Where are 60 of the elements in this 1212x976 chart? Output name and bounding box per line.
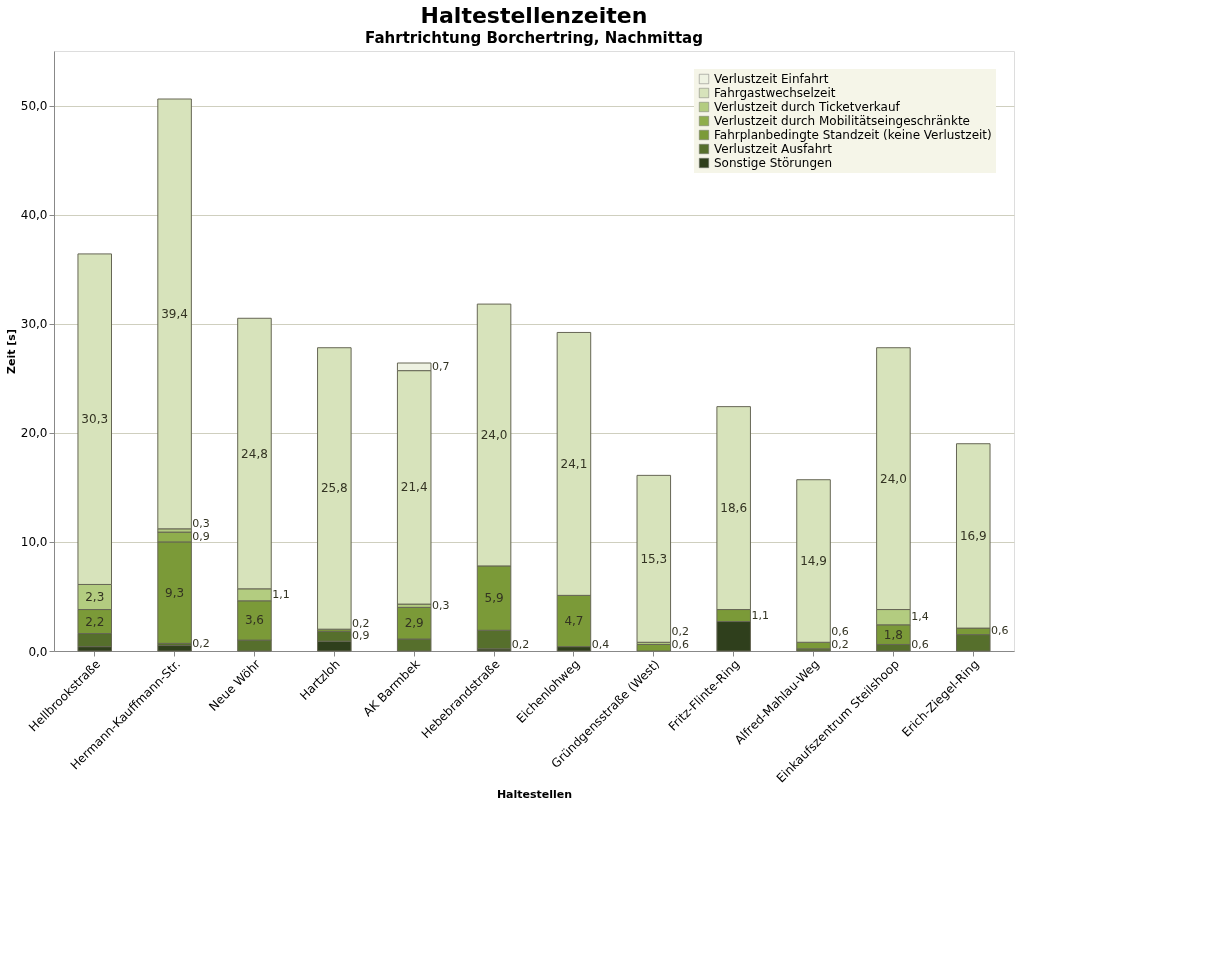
data-label: 39,4 <box>161 306 188 321</box>
data-label: 1,8 <box>883 627 903 642</box>
data-label: 18,6 <box>720 501 748 516</box>
data-label: 5,9 <box>484 591 504 606</box>
y-tick-label: 50,0 <box>20 99 48 114</box>
data-label: 0,7 <box>431 359 450 373</box>
data-label: 2,3 <box>85 590 105 604</box>
data-label: 0,9 <box>192 530 210 543</box>
chart-subtitle: Fahrtrichtung Borchertring, Nachmittag <box>365 29 703 47</box>
data-label: 4,7 <box>564 614 584 628</box>
bar <box>636 474 672 643</box>
data-label: 9,3 <box>165 585 185 600</box>
data-label: 0,2 <box>352 616 370 630</box>
data-label: 0,2 <box>831 638 849 651</box>
legend-label: Verlustzeit durch Mobilitätseingeschränkte <box>714 114 970 128</box>
data-label: 30,3 <box>81 412 109 427</box>
bar <box>157 98 192 530</box>
data-label: 3,6 <box>244 613 265 628</box>
data-label: 16,9 <box>959 528 987 543</box>
data-label: 0,6 <box>991 624 1009 638</box>
data-label: 0,2 <box>511 638 530 651</box>
legend-label: Verlustzeit Einfahrt <box>714 72 829 86</box>
data-label: 14,9 <box>800 554 827 568</box>
y-tick-label: 40,0 <box>20 208 48 223</box>
data-label: 24,0 <box>880 471 907 486</box>
chart-title: Haltestellenzeiten <box>420 3 648 28</box>
bar <box>157 645 192 652</box>
legend-label: Verlustzeit Ausfahrt <box>714 142 833 156</box>
data-label: 21,4 <box>400 480 428 495</box>
y-tick-label: 0,0 <box>28 644 48 659</box>
data-label: 0,3 <box>431 598 450 612</box>
data-label: 0,2 <box>671 625 690 639</box>
data-label: 24,1 <box>560 456 588 471</box>
legend-label: Fahrgastwechselzeit <box>714 86 836 100</box>
legend-label: Sonstige Störungen <box>714 156 833 170</box>
data-label: 2,2 <box>85 614 105 629</box>
x-axis-title: Haltestellen <box>496 787 573 801</box>
y-tick-label: 20,0 <box>20 426 48 441</box>
data-label: 0,4 <box>591 638 610 651</box>
data-label: 0,9 <box>352 629 370 643</box>
data-label: 1,4 <box>911 610 929 624</box>
bar <box>317 347 352 630</box>
data-label: 24,0 <box>480 428 508 442</box>
data-label: 0,2 <box>192 637 210 651</box>
data-label: 0,3 <box>192 517 210 531</box>
data-label: 2,9 <box>404 616 424 631</box>
legend-label: Verlustzeit durch Ticketverkauf <box>714 100 901 114</box>
y-tick-label: 10,0 <box>20 535 48 550</box>
data-label: 15,3 <box>640 551 668 566</box>
data-label: 0,6 <box>911 638 929 651</box>
data-label: 25,8 <box>320 481 348 496</box>
y-axis-title: Zeit [s] <box>4 329 18 374</box>
data-label: 0,6 <box>831 625 849 639</box>
data-label: 1,1 <box>751 608 769 622</box>
data-label: 1,1 <box>272 587 290 601</box>
data-label: 24,8 <box>241 446 268 461</box>
legend-label: Fahrplanbedingte Standzeit (keine Verlustzeit) <box>714 128 992 142</box>
bar <box>636 643 672 652</box>
data-label: 0,6 <box>671 638 690 651</box>
y-tick-label: 30,0 <box>20 317 48 332</box>
